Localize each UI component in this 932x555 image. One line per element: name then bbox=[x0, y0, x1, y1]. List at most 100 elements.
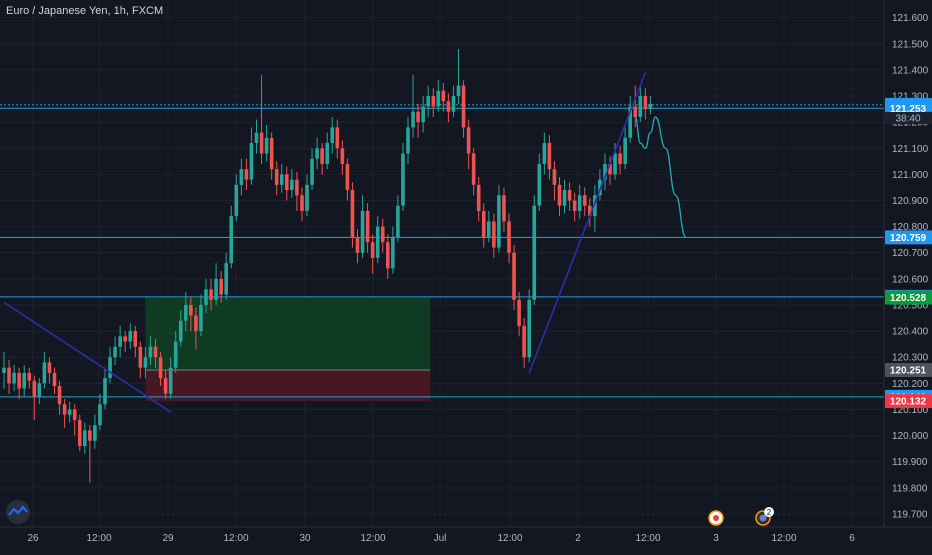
candle-body bbox=[254, 132, 259, 144]
trend-line bbox=[528, 72, 647, 374]
candle-body bbox=[12, 372, 16, 384]
candle-body bbox=[603, 163, 607, 180]
candle-body bbox=[113, 346, 117, 358]
candle-body bbox=[47, 362, 52, 373]
candle-body bbox=[633, 106, 638, 117]
candle-body bbox=[421, 106, 425, 123]
tradingview-logo[interactable] bbox=[6, 500, 30, 524]
countdown-box bbox=[885, 111, 932, 124]
candle-body bbox=[618, 153, 622, 164]
time-tick-label: 12:00 bbox=[497, 533, 522, 544]
candle-body bbox=[365, 210, 370, 243]
price-tick-label: 121.600 bbox=[892, 13, 929, 24]
candle-body bbox=[522, 325, 526, 358]
price-tick-label: 120.700 bbox=[892, 248, 929, 259]
price-tick-label: 120.200 bbox=[892, 379, 929, 390]
price-tag-green bbox=[885, 290, 932, 305]
candle-body bbox=[441, 90, 446, 102]
candle-body bbox=[52, 372, 57, 386]
time-tick-label: 3 bbox=[713, 533, 719, 544]
candle-body bbox=[274, 169, 279, 185]
candle-body bbox=[27, 372, 32, 381]
candle-body bbox=[279, 174, 284, 185]
candle-body bbox=[108, 357, 112, 379]
candle-body bbox=[300, 195, 304, 211]
trendlines-layer bbox=[3, 72, 647, 413]
candle-body bbox=[67, 409, 72, 415]
candle-body bbox=[209, 289, 213, 300]
candle-body bbox=[138, 346, 143, 368]
candle-body bbox=[103, 378, 107, 405]
projection-path bbox=[634, 116, 687, 238]
candle-body bbox=[320, 148, 324, 164]
time-tick-label: 26 bbox=[27, 533, 39, 544]
candle-body bbox=[628, 106, 632, 138]
position-zone-layer bbox=[145, 297, 431, 402]
candle-body bbox=[32, 380, 37, 397]
price-tick-label: 119.900 bbox=[892, 457, 928, 468]
candle-body bbox=[623, 137, 627, 164]
candle-body bbox=[355, 237, 360, 253]
candle-body bbox=[461, 85, 466, 128]
price-tag-label: 120.759 bbox=[890, 233, 927, 244]
candle-body bbox=[512, 252, 516, 300]
candle-body bbox=[269, 137, 274, 170]
candle-body bbox=[598, 179, 602, 196]
candle-body bbox=[189, 304, 193, 316]
candle-body bbox=[199, 304, 203, 332]
candle-body bbox=[487, 221, 491, 238]
candle-body bbox=[57, 385, 62, 405]
candle-body bbox=[648, 103, 653, 110]
record-icon[interactable] bbox=[708, 510, 724, 526]
price-tick-label: 121.300 bbox=[892, 92, 929, 103]
time-tick-label: 30 bbox=[299, 533, 311, 544]
candle-body bbox=[552, 169, 557, 185]
candle-body bbox=[436, 90, 441, 107]
candle-body bbox=[350, 190, 355, 238]
price-tag-label: 121.253 bbox=[890, 104, 927, 115]
trend-line bbox=[3, 301, 172, 413]
candle-body bbox=[178, 320, 183, 342]
time-axis[interactable]: 26 12:00 29 12:00 30 12:00 Jul 12:00 2 12:00 3 12:0… bbox=[0, 526, 932, 544]
candle-body bbox=[249, 143, 254, 180]
candle-body bbox=[163, 378, 168, 394]
candle-body bbox=[517, 299, 521, 326]
candle-body bbox=[143, 357, 148, 368]
candle-body bbox=[98, 404, 102, 426]
price-tag-grey bbox=[885, 363, 932, 378]
candle-body bbox=[431, 96, 436, 107]
price-tag-label: 120.528 bbox=[890, 293, 927, 304]
candle-body bbox=[83, 430, 87, 447]
candle-body bbox=[340, 148, 345, 164]
candle-body bbox=[7, 367, 11, 384]
time-tick-label: 29 bbox=[162, 533, 174, 544]
candle-body bbox=[184, 304, 188, 321]
candle-body bbox=[572, 200, 577, 211]
price-tick-label: 120.500 bbox=[892, 300, 929, 311]
candle-body bbox=[567, 190, 572, 201]
price-tick-label: 120.100 bbox=[892, 405, 929, 416]
long-position-stop-zone bbox=[145, 370, 431, 402]
candle-body bbox=[77, 419, 82, 447]
candle-body bbox=[532, 205, 537, 300]
price-tag-blue bbox=[885, 101, 932, 116]
candle-body bbox=[577, 195, 582, 211]
candle-body bbox=[168, 367, 173, 394]
price-tick-label: 119.700 bbox=[892, 509, 928, 520]
candle-body bbox=[133, 331, 138, 347]
candle-body bbox=[204, 289, 208, 305]
candle-body bbox=[471, 153, 476, 185]
candle-body bbox=[643, 96, 648, 110]
candle-body bbox=[582, 195, 587, 206]
price-tick-label: 120.300 bbox=[892, 353, 929, 364]
candle-body bbox=[72, 409, 77, 420]
countdown-label: 38:40 bbox=[895, 113, 920, 124]
time-tick-label: 2 bbox=[575, 533, 581, 544]
candle-body bbox=[547, 143, 552, 170]
alerts-icon[interactable]: 2 bbox=[755, 507, 774, 526]
alerts-count: 2 bbox=[767, 508, 772, 517]
candle-body bbox=[22, 372, 26, 389]
candle-body bbox=[481, 210, 486, 238]
candle-body bbox=[557, 184, 562, 206]
